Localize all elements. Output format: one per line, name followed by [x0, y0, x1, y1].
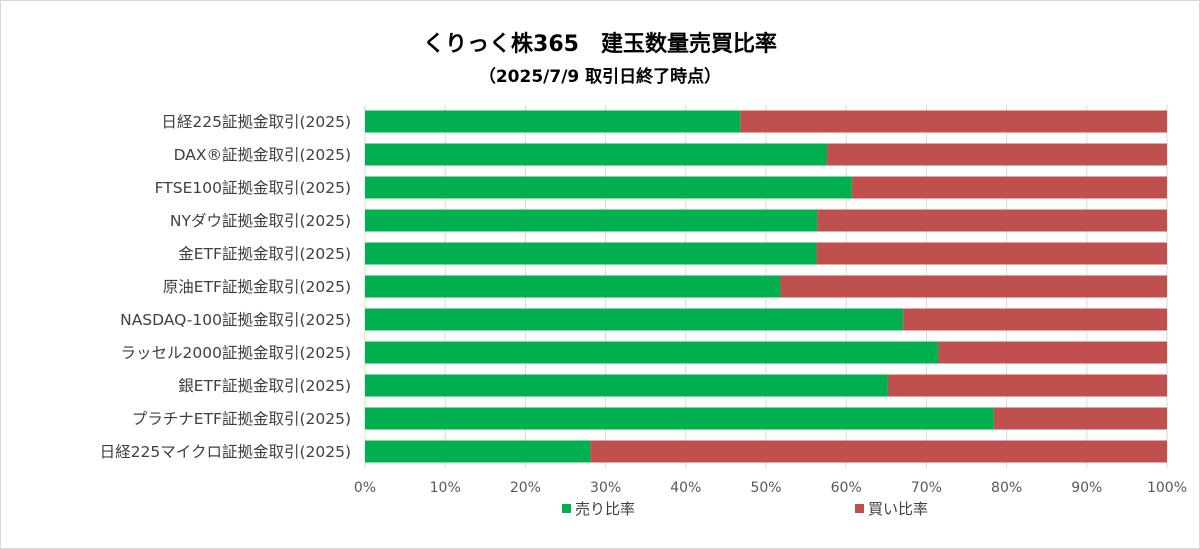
category-label: 銀ETF証拠金取引(2025) [178, 377, 351, 395]
category-label: 日経225マイクロ証拠金取引(2025) [100, 443, 351, 461]
bar-segment [817, 209, 1167, 232]
bar-segment [887, 374, 1167, 397]
bar-segment [365, 407, 994, 430]
category-label: ラッセル2000証拠金取引(2025) [121, 344, 352, 362]
chart-title: くりっく株365 建玉数量売買比率 [423, 32, 777, 57]
category-label: FTSE100証拠金取引(2025) [155, 179, 351, 197]
bar-segment [740, 110, 1167, 133]
category-label: 日経225証拠金取引(2025) [161, 113, 351, 131]
legend-swatch [562, 504, 571, 513]
bar-segment [365, 110, 741, 133]
x-tick-label: 90% [1071, 480, 1102, 496]
category-label: 金ETF証拠金取引(2025) [178, 245, 351, 263]
x-tick-label: 70% [911, 480, 942, 496]
bar-segment [365, 374, 888, 397]
bar-segment [365, 275, 781, 298]
legend: 売り比率 買い比率 [562, 500, 928, 518]
x-tick-label: 50% [750, 480, 781, 496]
bars [365, 110, 1167, 463]
x-tick-label: 40% [670, 480, 701, 496]
bar-segment [816, 242, 1167, 265]
x-tick-label: 0% [354, 480, 376, 496]
bar-segment [590, 440, 1167, 463]
legend-swatch [855, 504, 864, 513]
bar-segment [365, 242, 817, 265]
bar-segment [851, 176, 1167, 199]
bar-segment [938, 341, 1167, 364]
bar-segment [365, 143, 827, 166]
x-tick-labels: 0% 10% 20% 30% 40% 50% 60% 70% 80% 90% 100% [354, 480, 1187, 496]
bar-segment [780, 275, 1167, 298]
category-label: DAX®証拠金取引(2025) [174, 146, 351, 164]
category-label: NYダウ証拠金取引(2025) [170, 212, 351, 230]
bar-segment [365, 308, 904, 331]
category-label: NASDAQ-100証拠金取引(2025) [120, 311, 351, 329]
category-label: 原油ETF証拠金取引(2025) [163, 278, 351, 296]
bar-segment [365, 176, 852, 199]
bar-segment [365, 440, 591, 463]
category-label: プラチナETF証拠金取引(2025) [132, 410, 351, 428]
legend-label: 買い比率 [868, 500, 928, 518]
category-labels: 日経225証拠金取引(2025) DAX®証拠金取引(2025) FTSE100証拠… [100, 113, 351, 461]
bar-segment [826, 143, 1167, 166]
x-tick-label: 60% [831, 480, 862, 496]
x-tick-label: 20% [510, 480, 541, 496]
bar-segment [903, 308, 1167, 331]
bar-segment [365, 209, 818, 232]
x-tick-label: 10% [430, 480, 461, 496]
legend-label: 売り比率 [575, 500, 635, 518]
chart-subtitle: （2025/7/9 取引日終了時点） [478, 67, 722, 87]
x-tick-label: 80% [991, 480, 1022, 496]
x-tick-label: 100% [1147, 480, 1187, 496]
bar-segment [365, 341, 939, 364]
x-tick-label: 30% [590, 480, 621, 496]
bar-segment [993, 407, 1167, 430]
